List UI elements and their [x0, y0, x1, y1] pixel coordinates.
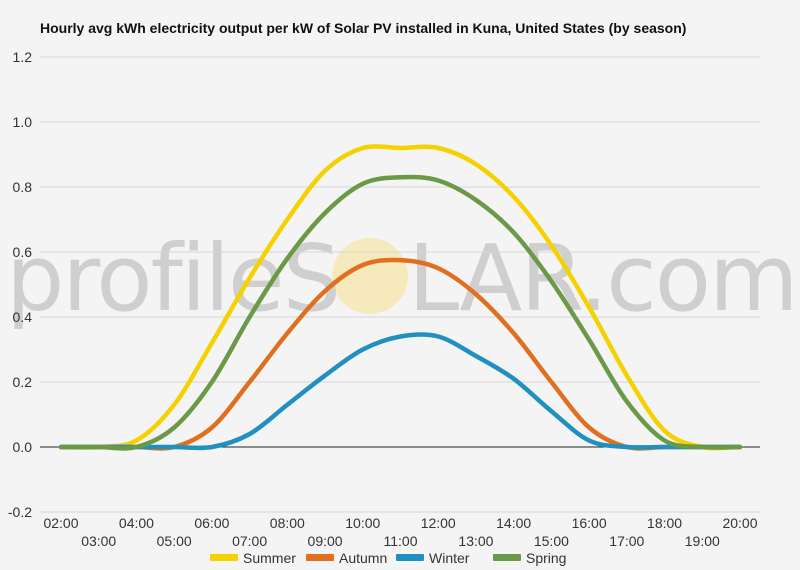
legend-swatch — [210, 554, 238, 561]
legend-item-winter[interactable]: Winter — [396, 550, 470, 566]
x-tick-label: 15:00 — [534, 533, 569, 549]
legend-item-summer[interactable]: Summer — [210, 550, 296, 566]
x-tick-label: 13:00 — [458, 533, 493, 549]
x-tick-label: 11:00 — [384, 533, 418, 549]
x-tick-label: 20:00 — [722, 515, 757, 531]
x-tick-label: 19:00 — [685, 533, 720, 549]
legend-item-spring[interactable]: Spring — [493, 550, 566, 566]
y-tick-label: 1.0 — [13, 114, 33, 130]
x-tick-label: 02:00 — [43, 515, 78, 531]
chart-title: Hourly avg kWh electricity output per kW… — [40, 20, 686, 36]
legend: Summer Autumn Winter Spring — [210, 550, 566, 566]
watermark: profileS LAR.com — [6, 225, 799, 332]
series-line-spring — [58, 174, 743, 451]
legend-label: Autumn — [339, 550, 387, 566]
y-axis: -0.2 0.0 0.2 0.4 0.6 0.8 1.0 1.2 — [8, 49, 32, 520]
series-lines — [58, 144, 743, 451]
x-tick-label: 04:00 — [119, 515, 154, 531]
x-tick-label: 10:00 — [345, 515, 380, 531]
x-tick-label: 08:00 — [270, 515, 305, 531]
x-tick-label: 16:00 — [572, 515, 607, 531]
y-tick-label: 0.8 — [13, 179, 33, 195]
x-tick-label: 12:00 — [421, 515, 456, 531]
x-tick-label: 07:00 — [232, 533, 267, 549]
y-tick-label: 0.0 — [13, 439, 33, 455]
legend-swatch — [306, 554, 334, 561]
watermark-sun-icon — [332, 238, 408, 314]
y-tick-label: 0.4 — [13, 309, 33, 325]
legend-label: Winter — [429, 550, 470, 566]
y-tick-label: 0.2 — [13, 374, 33, 390]
legend-item-autumn[interactable]: Autumn — [306, 550, 387, 566]
series-line-winter — [58, 332, 743, 451]
x-tick-label: 09:00 — [308, 533, 343, 549]
x-tick-label: 03:00 — [81, 533, 116, 549]
legend-swatch — [493, 554, 521, 561]
series-line-summer — [58, 144, 743, 451]
x-tick-label: 17:00 — [609, 533, 644, 549]
watermark-text-right: LAR.com — [408, 225, 797, 332]
x-axis: 02:0003:0004:0005:0006:0007:0008:0009:00… — [43, 515, 757, 549]
legend-swatch — [396, 554, 424, 561]
watermark-text-left: profileS — [6, 225, 339, 332]
y-tick-label: -0.2 — [8, 504, 32, 520]
legend-label: Summer — [243, 550, 296, 566]
x-tick-label: 06:00 — [194, 515, 229, 531]
y-tick-label: 0.6 — [13, 244, 33, 260]
x-tick-label: 14:00 — [496, 515, 531, 531]
gridlines — [40, 56, 760, 513]
legend-label: Spring — [526, 550, 566, 566]
x-tick-label: 18:00 — [647, 515, 682, 531]
x-tick-label: 05:00 — [157, 533, 192, 549]
y-tick-label: 1.2 — [13, 49, 33, 65]
